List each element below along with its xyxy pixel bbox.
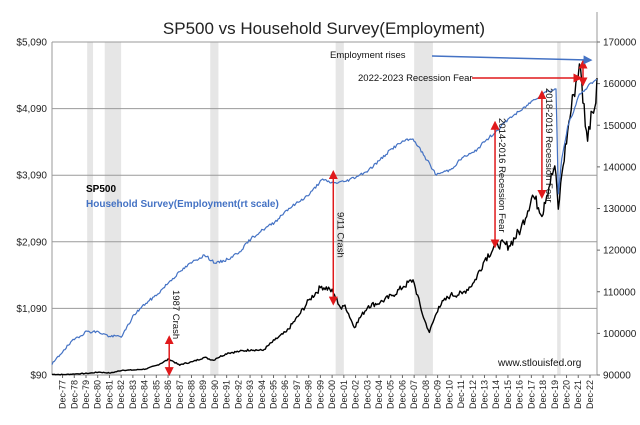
left-tick-label: $3,090 — [16, 171, 47, 182]
source-note: www.stlouisfed.org — [497, 358, 581, 369]
left-tick-label: $4,090 — [16, 104, 47, 115]
right-axis-ticks: 90000 100000 110000 120000 130000 140000 15000… — [597, 38, 637, 382]
x-tick-label: Dec-00 — [327, 380, 337, 409]
x-tick-label: Dec-18 — [538, 380, 548, 409]
x-tick-label: Dec-16 — [515, 380, 525, 409]
x-tick-label: Dec-86 — [163, 380, 173, 409]
x-tick-label: Dec-87 — [175, 380, 185, 409]
right-tick-label: 90000 — [603, 371, 631, 382]
x-tick-label: Dec-05 — [386, 380, 396, 409]
label-crash-1987: 1987 Crash — [170, 290, 181, 339]
x-tick-label: Dec-96 — [280, 380, 290, 409]
x-tick-label: Dec-98 — [304, 380, 314, 409]
series-line-employment — [51, 78, 598, 365]
x-tick-label: Dec-85 — [151, 380, 161, 409]
x-tick-label: Dec-90 — [210, 380, 220, 409]
x-axis-ticks: Dec-77 Dec-78 Dec-79 Dec-80 Dec-81 Dec-82 Dec-… — [58, 375, 595, 409]
x-tick-label: Dec-81 — [104, 380, 114, 409]
label-crash-911: 9/11 Crash — [334, 212, 345, 258]
right-tick-label: 120000 — [603, 246, 637, 257]
right-tick-label: 110000 — [603, 287, 636, 298]
x-tick-label: Dec-15 — [503, 380, 513, 409]
x-tick-label: Dec-12 — [468, 380, 478, 409]
x-tick-label: Dec-11 — [456, 380, 466, 408]
recession-band-0 — [87, 42, 94, 375]
x-tick-label: Dec-83 — [128, 380, 138, 409]
recession-bands — [87, 42, 561, 375]
recession-band-1 — [104, 42, 122, 375]
left-axis-ticks: $90 $1,090 $2,090 $3,090 $4,090 $5,090 — [16, 38, 47, 382]
right-tick-label: 130000 — [603, 204, 637, 215]
x-tick-label: Dec-20 — [562, 380, 572, 409]
x-tick-label: Dec-13 — [479, 380, 489, 409]
right-tick-label: 170000 — [603, 38, 637, 49]
x-tick-label: Dec-84 — [140, 380, 150, 409]
left-tick-label: $5,090 — [16, 38, 47, 49]
x-tick-label: Dec-14 — [491, 380, 501, 409]
x-tick-label: Dec-94 — [257, 380, 267, 409]
x-tick-label: Dec-77 — [58, 380, 68, 409]
left-tick-label: $2,090 — [16, 237, 47, 248]
x-tick-label: Dec-04 — [374, 380, 384, 409]
x-tick-label: Dec-22 — [585, 380, 595, 409]
x-tick-label: Dec-93 — [245, 380, 255, 409]
left-tick-label: $1,090 — [16, 304, 47, 315]
label-fear-2022: 2022-2023 Recession Fear — [358, 73, 473, 84]
x-tick-label: Dec-95 — [269, 380, 279, 409]
x-tick-label: Dec-79 — [81, 380, 91, 409]
legend-employment: Household Survey(Employment(rt scale) — [86, 199, 279, 210]
left-tick-label: $90 — [30, 371, 47, 382]
arrow-employment-rises — [431, 55, 593, 65]
right-tick-label: 100000 — [603, 329, 637, 340]
x-tick-label: Dec-89 — [198, 380, 208, 409]
recession-band-3 — [335, 42, 344, 375]
x-tick-label: Dec-80 — [93, 380, 103, 409]
x-tick-label: Dec-17 — [526, 380, 536, 409]
right-tick-label: 140000 — [603, 162, 637, 173]
legend-sp500: SP500 — [86, 184, 116, 195]
x-tick-label: Dec-07 — [409, 380, 419, 409]
x-tick-label: Dec-02 — [351, 380, 361, 409]
x-tick-label: Dec-88 — [186, 380, 196, 409]
x-tick-label: Dec-92 — [233, 380, 243, 409]
annotations: 1987 Crash 9/11 Crash 2014-2016 Recession … — [164, 50, 593, 377]
x-tick-label: Dec-97 — [292, 380, 302, 409]
x-tick-label: Dec-91 — [222, 380, 232, 409]
x-tick-label: Dec-21 — [573, 380, 583, 409]
label-fear-2014: 2014-2016 Recession Fear — [496, 118, 507, 233]
right-tick-label: 150000 — [603, 121, 637, 132]
x-tick-label: Dec-78 — [69, 380, 79, 409]
legend: SP500 Household Survey(Employment(rt sca… — [86, 184, 279, 210]
x-tick-label: Dec-09 — [433, 380, 443, 409]
x-tick-label: Dec-01 — [339, 380, 349, 409]
right-tick-label: 160000 — [603, 79, 637, 90]
x-tick-label: Dec-03 — [362, 380, 372, 409]
recession-band-4 — [414, 42, 433, 375]
x-tick-label: Dec-19 — [550, 380, 560, 409]
x-tick-label: Dec-08 — [421, 380, 431, 409]
x-tick-label: Dec-06 — [397, 380, 407, 409]
series-line-sp500 — [51, 63, 598, 376]
x-tick-label: Dec-10 — [444, 380, 454, 409]
x-tick-label: Dec-99 — [315, 380, 325, 409]
chart-title: SP500 vs Household Survey(Employment) — [163, 19, 485, 38]
label-employment-rises: Employment rises — [330, 50, 406, 61]
recession-band-2 — [210, 42, 219, 375]
grid-lines — [51, 12, 598, 376]
x-tick-label: Dec-82 — [116, 380, 126, 409]
label-fear-2018: 2018-2019 Recession Fear — [543, 88, 554, 203]
series-layer — [51, 63, 598, 376]
